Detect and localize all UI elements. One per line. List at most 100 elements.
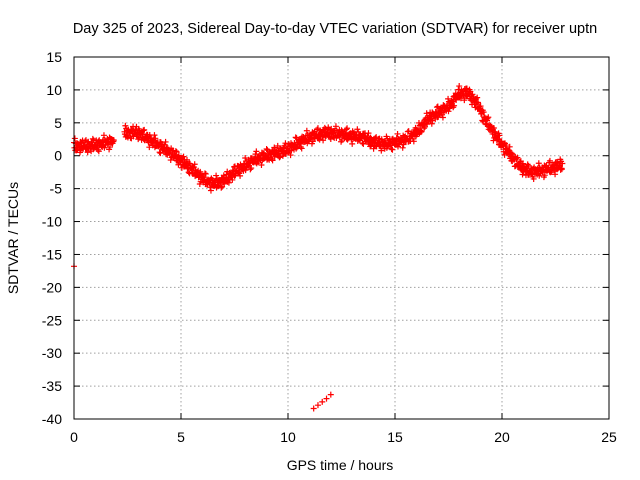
data-point xyxy=(490,124,497,131)
data-point xyxy=(167,157,174,164)
data-point xyxy=(474,94,481,101)
data-point xyxy=(183,156,190,163)
data-point xyxy=(310,405,317,412)
x-tick-label: 25 xyxy=(601,429,617,445)
data-point xyxy=(439,111,446,118)
data-point xyxy=(535,160,542,167)
data-point xyxy=(202,170,209,177)
data-point xyxy=(468,92,475,99)
data-point xyxy=(242,154,249,161)
data-point xyxy=(519,171,526,178)
data-point xyxy=(410,138,417,145)
data-point xyxy=(349,140,356,147)
x-tick-label: 5 xyxy=(177,429,185,445)
data-point xyxy=(378,136,385,143)
data-point xyxy=(247,166,254,173)
data-point xyxy=(456,83,463,90)
data-point xyxy=(152,135,159,142)
data-point xyxy=(185,169,192,176)
data-point xyxy=(231,172,238,179)
data-point xyxy=(292,134,299,141)
plot-frame xyxy=(73,56,610,420)
data-point xyxy=(485,114,492,121)
y-tick-label: 5 xyxy=(54,115,62,131)
x-tick-label: 15 xyxy=(387,429,403,445)
data-point xyxy=(276,154,283,161)
data-point xyxy=(332,123,339,130)
data-point xyxy=(229,176,236,183)
data-point xyxy=(461,97,468,104)
data-point xyxy=(298,145,305,152)
data-point xyxy=(162,138,169,145)
data-point xyxy=(253,148,260,155)
data-point xyxy=(477,103,484,110)
data-point xyxy=(344,125,351,132)
data-point xyxy=(314,402,321,409)
data-point xyxy=(506,143,513,150)
data-point xyxy=(378,147,385,154)
data-point xyxy=(439,114,446,121)
data-point xyxy=(248,165,255,172)
data-point xyxy=(263,146,270,153)
data-point xyxy=(197,168,204,175)
data-point xyxy=(558,166,565,173)
data-point xyxy=(100,132,107,139)
data-point xyxy=(503,142,510,149)
data-point xyxy=(421,125,428,132)
data-point xyxy=(451,102,458,109)
data-point xyxy=(433,104,440,111)
data-point xyxy=(309,138,316,145)
data-point xyxy=(218,184,225,191)
data-point xyxy=(399,144,406,151)
data-point xyxy=(320,137,327,144)
y-tick-label: 0 xyxy=(54,148,62,164)
y-tick-label: -25 xyxy=(42,312,62,328)
x-axis-label: GPS time / hours xyxy=(287,457,394,473)
data-point xyxy=(418,128,425,135)
data-points xyxy=(71,83,566,412)
data-point xyxy=(530,175,537,182)
data-point xyxy=(469,91,476,98)
data-point xyxy=(95,148,102,155)
y-tick-label: -10 xyxy=(42,214,62,230)
data-point xyxy=(473,100,480,107)
data-point xyxy=(389,146,396,153)
data-point xyxy=(84,149,91,156)
x-tick-label: 20 xyxy=(494,429,510,445)
data-point xyxy=(445,108,452,115)
data-point xyxy=(541,172,548,179)
data-point xyxy=(172,148,179,155)
data-point xyxy=(156,149,163,156)
y-tick-label: -5 xyxy=(50,181,63,197)
data-point xyxy=(287,152,294,159)
data-point xyxy=(559,160,566,167)
data-point xyxy=(110,137,117,144)
data-point xyxy=(161,141,168,148)
data-point xyxy=(151,132,158,139)
data-point xyxy=(157,150,164,157)
data-point xyxy=(101,144,108,151)
data-point xyxy=(106,144,113,151)
data-point xyxy=(394,130,401,137)
data-point xyxy=(180,153,187,160)
y-tick-label: -20 xyxy=(42,279,62,295)
y-axis-label: SDTVAR / TECUs xyxy=(5,182,21,294)
data-point xyxy=(365,130,372,137)
grid-lines xyxy=(74,57,609,419)
data-point xyxy=(282,150,289,157)
y-tick-label: -35 xyxy=(42,378,62,394)
data-point xyxy=(237,172,244,179)
data-point xyxy=(546,157,553,164)
data-point xyxy=(338,127,345,134)
chart-title: Day 325 of 2023, Sidereal Day-to-day VTE… xyxy=(73,21,597,37)
data-point xyxy=(445,95,452,102)
data-point xyxy=(514,154,521,161)
data-point xyxy=(293,145,300,152)
data-point xyxy=(269,157,276,164)
y-tick-label: -15 xyxy=(42,246,62,262)
data-point xyxy=(475,99,482,106)
x-tick-label: 0 xyxy=(70,429,78,445)
data-point xyxy=(207,187,214,194)
y-tick-label: 15 xyxy=(46,49,62,65)
data-point xyxy=(388,146,395,153)
